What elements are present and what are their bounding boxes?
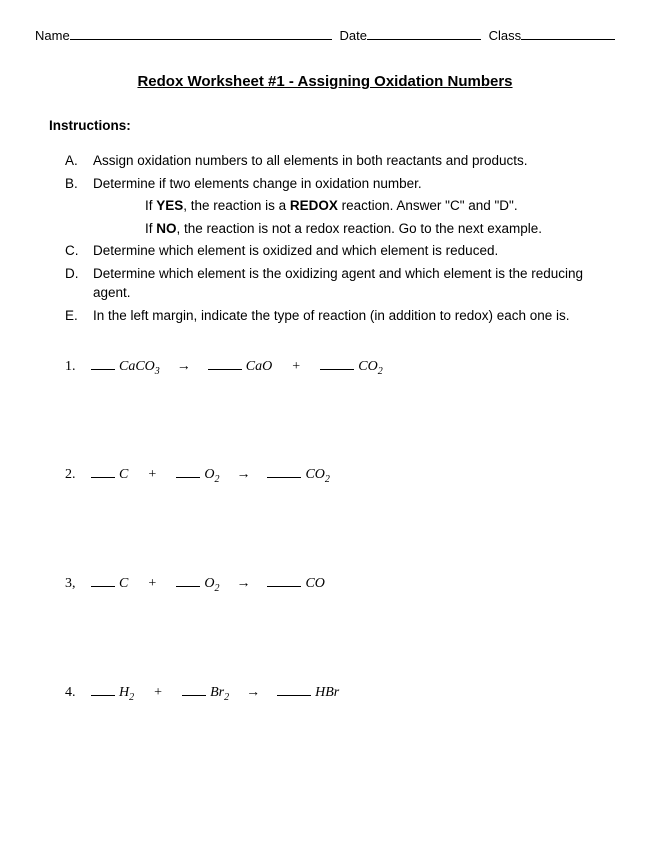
header-line: Name Date Class bbox=[35, 28, 615, 43]
equation-number: 1. bbox=[65, 359, 91, 375]
instruction-text: In the left margin, indicate the type of… bbox=[93, 306, 595, 326]
date-blank[interactable] bbox=[367, 39, 481, 40]
equation-body: CaCO3→ CaO+ CO2 bbox=[91, 358, 383, 377]
equation-body: C+ O2→ CO2 bbox=[91, 466, 330, 485]
chemical-formula: H2 bbox=[119, 685, 134, 703]
coefficient-blank[interactable] bbox=[267, 575, 301, 587]
coefficient-blank[interactable] bbox=[91, 466, 115, 478]
coefficient-blank[interactable] bbox=[176, 466, 200, 478]
equation-number: 3, bbox=[65, 576, 91, 592]
plus-operator: + bbox=[128, 576, 176, 592]
name-blank[interactable] bbox=[70, 39, 332, 40]
worksheet-title: Redox Worksheet #1 - Assigning Oxidation… bbox=[35, 73, 615, 90]
equation-number: 2. bbox=[65, 467, 91, 483]
equations-section: 1.CaCO3→CaO+CO22.C+O2→CO23,C+O2→CO4.H2+B… bbox=[65, 358, 615, 703]
coefficient-blank[interactable] bbox=[91, 575, 115, 587]
chemical-formula: CO2 bbox=[358, 359, 382, 377]
equation-row: 3, C+ O2→ CO bbox=[65, 575, 615, 594]
arrow-icon: → bbox=[160, 359, 208, 375]
coefficient-blank[interactable] bbox=[182, 684, 206, 696]
chemical-formula: Br2 bbox=[210, 685, 229, 703]
equation-row: 2. C+ O2→ CO2 bbox=[65, 466, 615, 485]
instruction-row: C. Determine which element is oxidized a… bbox=[65, 241, 595, 261]
subscript: 2 bbox=[325, 474, 330, 485]
worksheet-page: Name Date Class Redox Worksheet #1 - Ass… bbox=[0, 0, 650, 813]
instruction-sub-yes: If YES, the reaction is a REDOX reaction… bbox=[145, 196, 595, 216]
coefficient-blank[interactable] bbox=[91, 358, 115, 370]
instruction-row: B. Determine if two elements change in o… bbox=[65, 174, 595, 194]
instruction-letter: B. bbox=[65, 174, 93, 194]
subscript: 2 bbox=[378, 365, 383, 376]
instruction-letter: C. bbox=[65, 241, 93, 261]
instruction-text: Assign oxidation numbers to all elements… bbox=[93, 151, 595, 171]
instruction-row: A. Assign oxidation numbers to all eleme… bbox=[65, 151, 595, 171]
class-label: Class bbox=[489, 28, 522, 43]
chemical-formula: O2 bbox=[204, 467, 219, 485]
chemical-formula: C bbox=[119, 576, 128, 592]
chemical-formula: O2 bbox=[204, 576, 219, 594]
class-blank[interactable] bbox=[521, 39, 615, 40]
equation-row: 1. CaCO3→ CaO+ CO2 bbox=[65, 358, 615, 377]
instruction-row: E. In the left margin, indicate the type… bbox=[65, 306, 595, 326]
chemical-formula: CO2 bbox=[305, 467, 329, 485]
instruction-sub-no: If NO, the reaction is not a redox react… bbox=[145, 219, 595, 239]
instruction-letter: E. bbox=[65, 306, 93, 326]
plus-operator: + bbox=[134, 685, 182, 701]
instructions-heading: Instructions: bbox=[49, 118, 615, 133]
plus-operator: + bbox=[128, 467, 176, 483]
instruction-text: Determine which element is the oxidizing… bbox=[93, 264, 595, 303]
date-label: Date bbox=[340, 28, 367, 43]
instruction-text: Determine which element is oxidized and … bbox=[93, 241, 595, 261]
coefficient-blank[interactable] bbox=[320, 358, 354, 370]
instruction-text: Determine if two elements change in oxid… bbox=[93, 174, 595, 194]
name-label: Name bbox=[35, 28, 70, 43]
instruction-letter: D. bbox=[65, 264, 93, 303]
equation-body: C+ O2→ CO bbox=[91, 575, 325, 594]
equation-number: 4. bbox=[65, 685, 91, 701]
arrow-icon: → bbox=[219, 467, 267, 483]
chemical-formula: CO bbox=[305, 576, 324, 592]
coefficient-blank[interactable] bbox=[176, 575, 200, 587]
coefficient-blank[interactable] bbox=[267, 466, 301, 478]
arrow-icon: → bbox=[219, 576, 267, 592]
chemical-formula: CaO bbox=[246, 359, 272, 375]
chemical-formula: C bbox=[119, 467, 128, 483]
instruction-letter: A. bbox=[65, 151, 93, 171]
coefficient-blank[interactable] bbox=[277, 684, 311, 696]
instruction-row: D. Determine which element is the oxidiz… bbox=[65, 264, 595, 303]
arrow-icon: → bbox=[229, 685, 277, 701]
chemical-formula: CaCO3 bbox=[119, 359, 160, 377]
coefficient-blank[interactable] bbox=[91, 684, 115, 696]
chemical-formula: HBr bbox=[315, 685, 339, 701]
equation-body: H2+ Br2→ HBr bbox=[91, 684, 339, 703]
coefficient-blank[interactable] bbox=[208, 358, 242, 370]
plus-operator: + bbox=[272, 359, 320, 375]
equation-row: 4. H2+ Br2→ HBr bbox=[65, 684, 615, 703]
instructions-list: A. Assign oxidation numbers to all eleme… bbox=[65, 151, 595, 326]
